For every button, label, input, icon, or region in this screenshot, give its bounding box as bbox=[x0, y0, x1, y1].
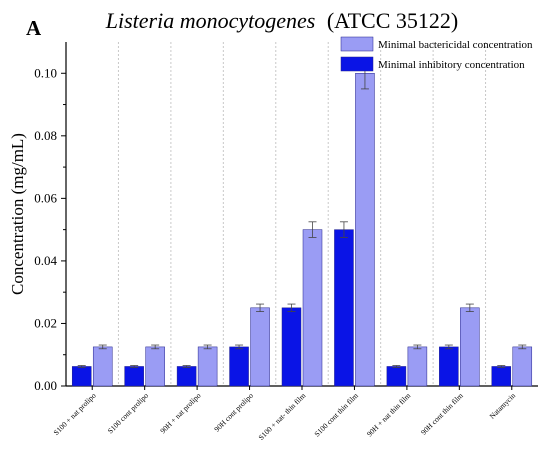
y-axis-label: Concentration (mg/mL) bbox=[8, 133, 27, 295]
mic-bar bbox=[491, 366, 512, 387]
title-species: Listeria monocytogenes bbox=[105, 8, 316, 33]
x-tick-label: S100 + nat- thin film bbox=[257, 391, 308, 442]
mic-bar bbox=[386, 366, 407, 387]
legend: Minimal bactericidal concentration Minima… bbox=[340, 36, 533, 72]
plot-area: 0.00 0.02 0.04 0.06 0.08 0.10 Concentration (m… bbox=[8, 42, 538, 442]
mic-bar bbox=[439, 346, 459, 387]
legend-mbc-swatch bbox=[340, 36, 374, 52]
y-tick-label: 0.02 bbox=[34, 315, 57, 330]
x-tick-label: 90H + nat thin film bbox=[365, 391, 412, 438]
chart-title: Listeria monocytogenes (ATCC 35122) bbox=[105, 8, 458, 33]
x-tick-label: 90H cont prolipo bbox=[212, 391, 255, 434]
y-tick-label: 0.08 bbox=[34, 128, 57, 143]
mbc-bar bbox=[250, 307, 270, 387]
title-strain: (ATCC 35122) bbox=[327, 8, 458, 33]
legend-mic-label: Minimal inhibitory concentration bbox=[378, 59, 525, 71]
x-tick-label: S100 cont prolipo bbox=[106, 391, 151, 436]
y-tick-label: 0.00 bbox=[34, 378, 57, 393]
x-tick-label: 90H cont thin film bbox=[419, 391, 465, 437]
mbc-bar bbox=[302, 229, 323, 387]
mic-bar bbox=[281, 307, 302, 387]
mic-bar bbox=[334, 229, 354, 387]
mbc-bar bbox=[460, 307, 480, 387]
legend-mic-swatch bbox=[340, 56, 374, 72]
legend-mbc-label: Minimal bactericidal concentration bbox=[378, 39, 533, 51]
panel-label: A bbox=[26, 16, 42, 40]
y-tick-label: 0.04 bbox=[34, 253, 57, 268]
mbc-bar bbox=[512, 346, 533, 387]
mbc-bar bbox=[145, 346, 165, 387]
mbc-bar bbox=[407, 346, 428, 387]
mbc-bar bbox=[92, 346, 113, 387]
mbc-bar bbox=[355, 73, 375, 387]
mic-bar bbox=[71, 366, 92, 387]
mic-bar bbox=[124, 366, 144, 387]
x-tick-label: S100 cont thin film bbox=[312, 391, 360, 439]
mbc-bar bbox=[197, 346, 218, 387]
mic-bar bbox=[176, 366, 197, 387]
x-tick-label: Natamycin bbox=[488, 391, 518, 421]
mic-bar bbox=[229, 346, 249, 387]
x-tick-label: S100 + nat prolipo bbox=[52, 391, 98, 437]
y-tick-label: 0.06 bbox=[34, 190, 57, 205]
y-tick-label: 0.10 bbox=[34, 65, 57, 80]
x-tick-label: 90H + nat prolipo bbox=[158, 391, 202, 435]
